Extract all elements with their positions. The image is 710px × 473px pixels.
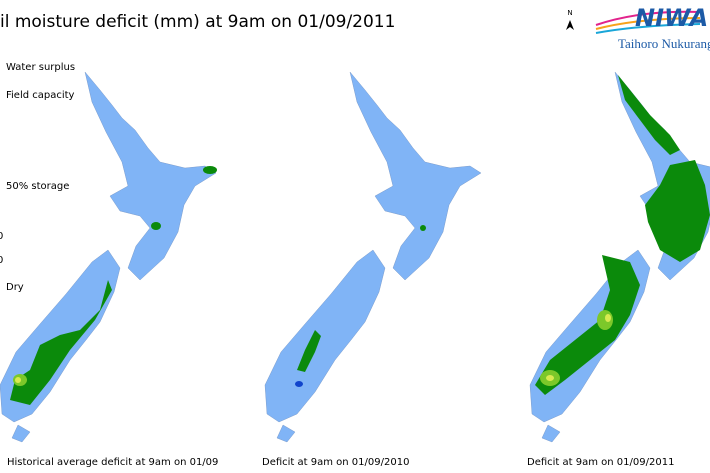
logo-name: NIWA (635, 4, 708, 32)
legend-label: Field capacity (6, 90, 75, 101)
legend-label: Dry (6, 282, 24, 293)
map-caption: Deficit at 9am on 01/09/2010 (262, 457, 409, 468)
map-caption: Deficit at 9am on 01/09/2011 (527, 457, 674, 468)
map-2010 (264, 71, 482, 443)
legend-label: 0 (0, 231, 3, 242)
legend-label: Water surplus (6, 62, 75, 73)
legend-label: 0 (0, 255, 3, 266)
map-historical (0, 71, 217, 443)
logo-subtitle: Taihoro Nukurang (618, 36, 710, 51)
map-caption: Historical average deficit at 9am on 01/… (7, 457, 218, 468)
legend: Water surplus Field capacity 50% storage… (0, 62, 75, 293)
legend-label: 50% storage (6, 181, 69, 192)
map-2011 (529, 71, 710, 443)
map-title: il moisture deficit (mm) at 9am on 01/09… (0, 12, 395, 32)
north-arrow-label: N (567, 9, 572, 17)
niwa-logo: N NIWA Taihoro Nukurang (566, 4, 710, 51)
